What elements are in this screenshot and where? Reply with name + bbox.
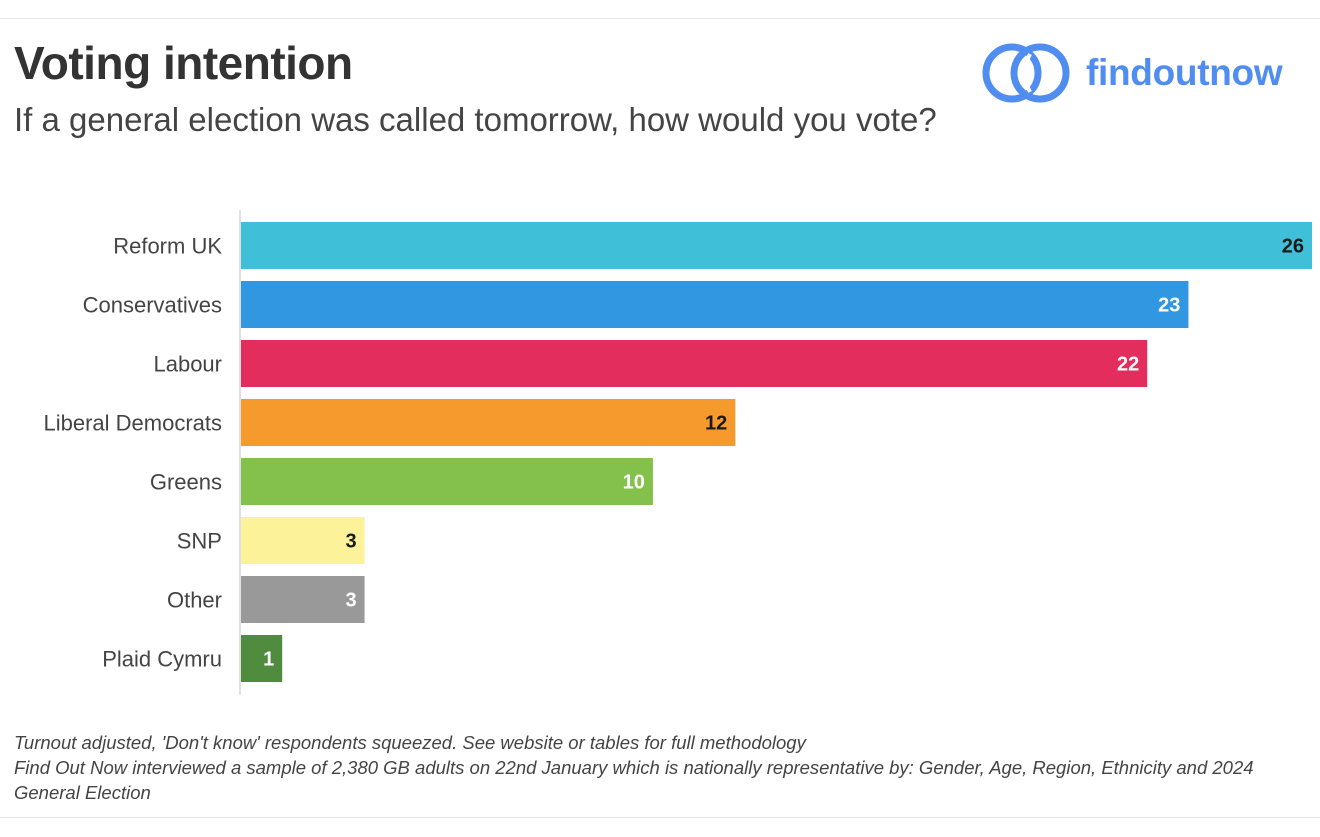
footnote: Turnout adjusted, 'Don't know' responden… <box>14 730 1304 805</box>
bar-other <box>241 576 365 623</box>
bar-conservatives <box>241 281 1189 328</box>
category-label-reform-uk: Reform UK <box>113 234 222 259</box>
chart-title: Voting intention <box>14 37 353 89</box>
findoutnow-logo: findoutnow <box>978 40 1283 106</box>
footnote-methodology: Turnout adjusted, 'Don't know' responden… <box>14 732 806 753</box>
category-label-greens: Greens <box>150 470 222 495</box>
value-label-labour: 22 <box>1117 354 1139 376</box>
category-label-plaid-cymru: Plaid Cymru <box>102 647 222 672</box>
bar-liberal-democrats <box>241 399 736 446</box>
logo-wordmark: findoutnow <box>1086 52 1283 93</box>
value-label-greens: 10 <box>623 472 645 494</box>
bar-reform-uk <box>241 222 1312 269</box>
value-label-plaid-cymru: 1 <box>263 649 274 671</box>
chart-frame <box>0 18 1320 818</box>
bar-snp <box>241 517 365 564</box>
bar-labour <box>241 340 1148 387</box>
footnote-sample: Find Out Now interviewed a sample of 2,3… <box>14 757 1254 803</box>
value-label-reform-uk: 26 <box>1282 236 1304 258</box>
category-label-other: Other <box>167 588 222 613</box>
bar-plaid-cymru <box>241 635 283 682</box>
value-label-snp: 3 <box>345 531 356 553</box>
category-label-liberal-democrats: Liberal Democrats <box>43 411 222 436</box>
interlocking-rings-icon <box>982 43 1070 103</box>
bar-chart: Reform UK 26 Conservatives 23 Labour 22 Libera… <box>43 210 1312 695</box>
category-label-labour: Labour <box>153 352 222 377</box>
category-label-conservatives: Conservatives <box>83 293 222 318</box>
chart-subtitle: If a general election was called tomorro… <box>14 101 937 138</box>
category-label-snp: SNP <box>177 529 222 554</box>
value-label-other: 3 <box>345 590 356 612</box>
value-label-liberal-democrats: 12 <box>705 413 727 435</box>
bar-greens <box>241 458 653 505</box>
value-label-conservatives: 23 <box>1158 295 1180 317</box>
